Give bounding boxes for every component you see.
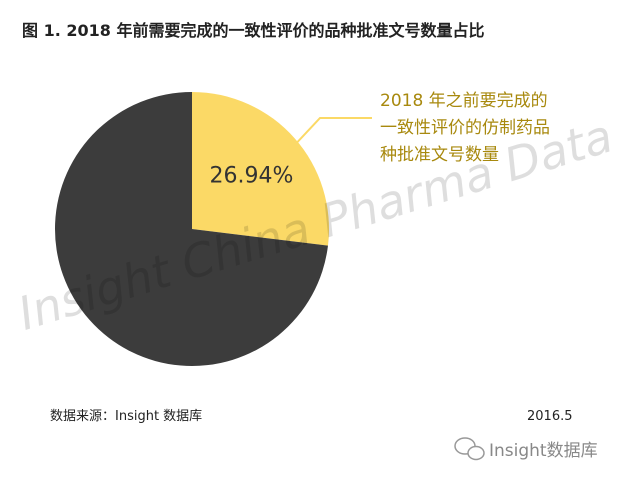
leader-line bbox=[289, 117, 372, 151]
chart-title: 图 1. 2018 年前需要完成的一致性评价的品种批准文号数量占比 bbox=[22, 21, 484, 40]
pie-slice bbox=[55, 92, 328, 366]
date: 2016.5 bbox=[527, 409, 573, 424]
slice-annotation: 2018 年之前要完成的 一致性评价的仿制药品 种批准文号数量 bbox=[380, 91, 550, 165]
logo-text: Insight数据库 bbox=[489, 441, 598, 461]
value-label: 26.94% bbox=[210, 163, 294, 188]
pie: 26.94% bbox=[55, 92, 329, 366]
logo-icon bbox=[454, 437, 485, 461]
pie-slice bbox=[192, 92, 329, 246]
source: 数据来源：Insight 数据库 bbox=[50, 408, 202, 424]
